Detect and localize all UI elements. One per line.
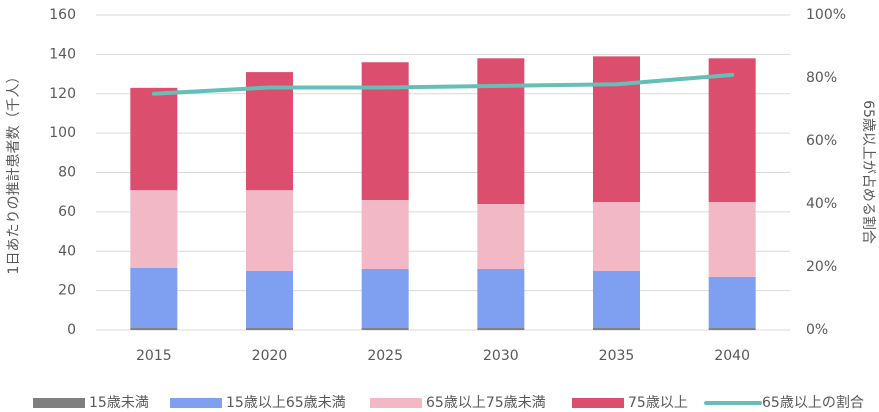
bar-segment (246, 190, 293, 271)
legend-label: 75歳以上 (628, 395, 688, 411)
bar-segment (708, 58, 756, 203)
bar-segment (246, 72, 293, 191)
x-tick-label: 2020 (252, 348, 288, 364)
bar-segment (708, 276, 756, 329)
legend-swatch (170, 398, 222, 408)
y2-tick-label: 60% (806, 133, 837, 149)
bar-segment (130, 190, 178, 268)
y-tick-label: 20 (58, 283, 76, 299)
legend-swatch (33, 398, 85, 408)
bar-segment (361, 328, 409, 330)
y-tick-label: 160 (49, 7, 76, 23)
bar-segment (593, 270, 640, 329)
y2-axis-label: 65歳以上が占める割合 (860, 100, 877, 244)
y-axis-label: 1日あたりの推計患者数（千人） (6, 70, 22, 275)
y-tick-label: 40 (58, 243, 76, 259)
bar-segment (708, 202, 756, 277)
y-tick-label: 140 (49, 46, 76, 62)
bar-segment (477, 268, 525, 329)
bar-segment (477, 328, 525, 330)
y2-tick-label: 20% (806, 259, 837, 275)
y-tick-label: 0 (67, 322, 76, 338)
legend-swatch (370, 398, 422, 408)
bar-segment (477, 58, 525, 204)
x-tick-label: 2035 (599, 348, 635, 364)
bar-segment (477, 204, 525, 269)
bar-segment (361, 268, 409, 329)
legend-label: 15歳未満 (89, 395, 149, 411)
y-tick-label: 80 (58, 165, 76, 181)
y-tick-label: 100 (49, 125, 76, 141)
legend-label: 65歳以上75歳未満 (426, 395, 546, 411)
bar-segment (246, 270, 293, 329)
bar-segment (708, 328, 756, 330)
y2-tick-label: 80% (806, 70, 837, 86)
y-tick-label: 60 (58, 204, 76, 220)
bar-segment (593, 56, 640, 203)
x-tick-label: 2030 (483, 348, 519, 364)
y2-tick-label: 0% (806, 322, 828, 338)
x-tick-label: 2025 (367, 348, 403, 364)
x-tick-label: 2015 (136, 348, 172, 364)
bar-segment (593, 202, 640, 271)
y-tick-label: 120 (49, 86, 76, 102)
bar-segment (246, 328, 293, 330)
y2-tick-label: 100% (806, 7, 846, 23)
line-series (151, 72, 735, 96)
bar-segment (361, 62, 409, 201)
bar-segment (593, 328, 640, 330)
legend-label: 65歳以上の割合 (762, 394, 864, 411)
bar-segment (361, 200, 409, 269)
x-tick-label: 2040 (714, 348, 750, 364)
bar-segment (130, 328, 178, 330)
legend-swatch (572, 398, 624, 408)
bar-segment (130, 87, 178, 191)
legend-label: 15歳以上65歳未満 (226, 395, 346, 411)
bar-segment (130, 267, 178, 329)
y2-tick-label: 40% (806, 196, 837, 212)
